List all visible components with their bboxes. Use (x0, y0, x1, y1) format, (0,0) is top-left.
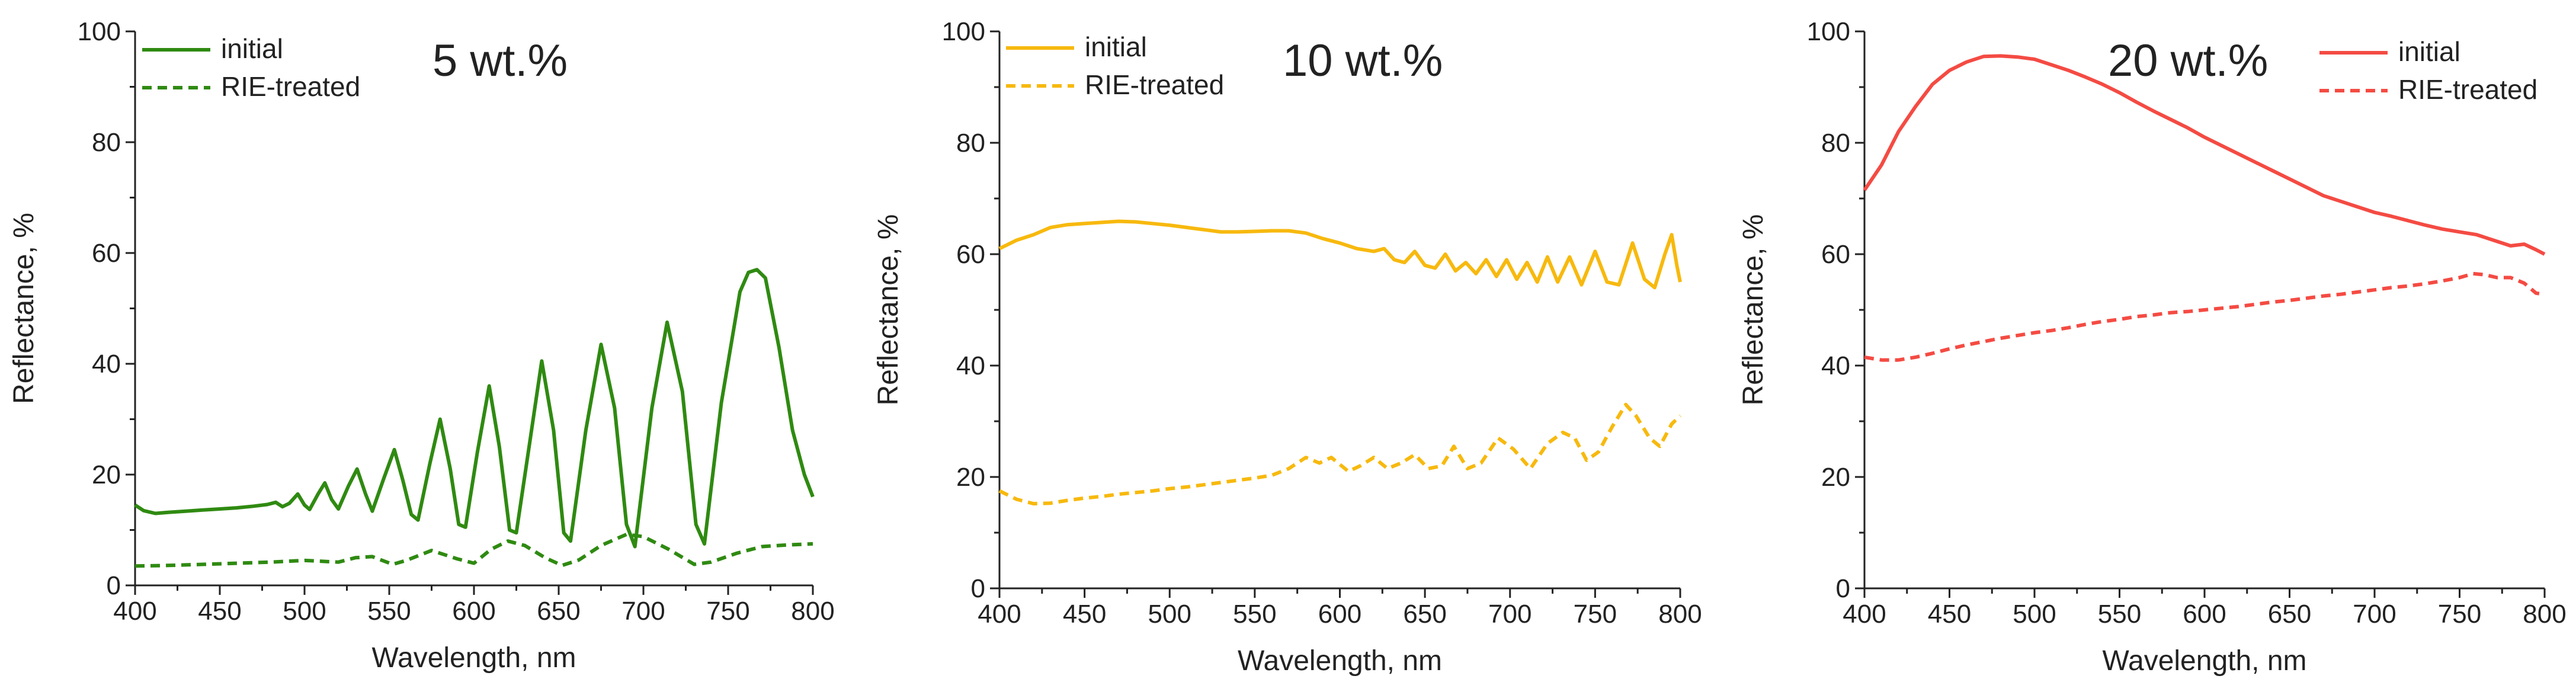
series-line-initial (1863, 54, 2546, 256)
y-tick-label: 40 (92, 350, 121, 379)
x-tick-label: 450 (1063, 600, 1106, 629)
x-tick-label: 500 (2013, 600, 2056, 629)
y-tick-label: 0 (107, 571, 121, 600)
concentration-label: 10 wt.% (1283, 36, 1443, 86)
y-tick-label: 60 (92, 239, 121, 268)
panel-10-wt: 400 450 500 550 600 650 700 750 800 0 20 40 60 80 100 W… (873, 17, 1702, 677)
panel-20-wt: 400 450 500 550 600 650 700 750 800 0 20 40 60 80 100 W… (1738, 17, 2567, 677)
legend-label-initial: initial (221, 33, 283, 64)
y-axis-label: Reflectance, % (8, 213, 40, 404)
y-tick-label: 60 (1821, 240, 1850, 269)
y-tick-label: 40 (1821, 351, 1850, 380)
x-tick-label: 800 (2523, 600, 2566, 629)
x-axis-label: Wavelength, nm (1238, 645, 1442, 677)
y-tick-label: 0 (1836, 574, 1850, 603)
x-tick-label: 650 (2268, 600, 2311, 629)
x-tick-label: 750 (2438, 600, 2481, 629)
series-line-initial (134, 268, 815, 549)
x-tick-label: 450 (198, 597, 241, 626)
legend-label-rie-treated: RIE-treated (1085, 69, 1224, 100)
y-tick-label: 80 (92, 128, 121, 157)
series-line-rie-treated (1864, 271, 2545, 362)
y-tick-label: 20 (1821, 463, 1850, 492)
y-tick-label: 100 (78, 17, 121, 46)
legend-label-initial: initial (2398, 36, 2460, 67)
x-tick-label: 550 (1233, 600, 1276, 629)
legend-label-rie-treated: RIE-treated (221, 71, 360, 102)
legend-label-initial: initial (1085, 31, 1147, 62)
legend-label-rie-treated: RIE-treated (2398, 74, 2537, 105)
x-tick-label: 500 (283, 597, 326, 626)
x-tick-label: 600 (2183, 600, 2226, 629)
y-tick-label: 100 (942, 17, 985, 46)
series-line-rie-treated (998, 402, 1682, 506)
y-axis-label: Reflectance, % (873, 214, 904, 406)
x-axis-label: Wavelength, nm (371, 642, 576, 674)
x-tick-label: 700 (621, 597, 665, 626)
y-tick-label: 60 (956, 240, 985, 269)
y-axis-label: Reflectance, % (1738, 214, 1769, 406)
x-tick-label: 400 (978, 600, 1021, 629)
y-tick-label: 20 (92, 460, 121, 489)
x-tick-label: 500 (1148, 600, 1191, 629)
panel-5-wt: 400 450 500 550 600 650 700 750 800 0 20 40 60 80 100 W… (8, 17, 835, 674)
x-tick-label: 700 (2353, 600, 2396, 629)
x-tick-label: 450 (1928, 600, 1971, 629)
x-tick-label: 600 (452, 597, 495, 626)
x-tick-label: 750 (1574, 600, 1617, 629)
series-line-initial (998, 219, 1682, 290)
x-tick-label: 400 (113, 597, 156, 626)
y-tick-label: 40 (956, 351, 985, 380)
y-tick-label: 80 (956, 129, 985, 158)
x-tick-label: 700 (1488, 600, 1531, 629)
x-tick-label: 750 (706, 597, 749, 626)
x-tick-label: 550 (367, 597, 411, 626)
x-tick-label: 650 (1403, 600, 1446, 629)
y-tick-label: 0 (971, 574, 985, 603)
x-tick-label: 400 (1843, 600, 1886, 629)
x-axis-label: Wavelength, nm (2102, 645, 2306, 677)
x-tick-label: 600 (1318, 600, 1361, 629)
x-tick-label: 650 (537, 597, 580, 626)
x-tick-label: 800 (1658, 600, 1702, 629)
x-tick-label: 800 (791, 597, 834, 626)
x-tick-label: 550 (2098, 600, 2141, 629)
concentration-label: 5 wt.% (432, 36, 568, 86)
y-tick-label: 100 (1807, 17, 1850, 46)
y-tick-label: 20 (956, 463, 985, 492)
series-line-rie-treated (134, 533, 813, 568)
concentration-label: 20 wt.% (2108, 36, 2268, 86)
y-tick-label: 80 (1821, 129, 1850, 158)
